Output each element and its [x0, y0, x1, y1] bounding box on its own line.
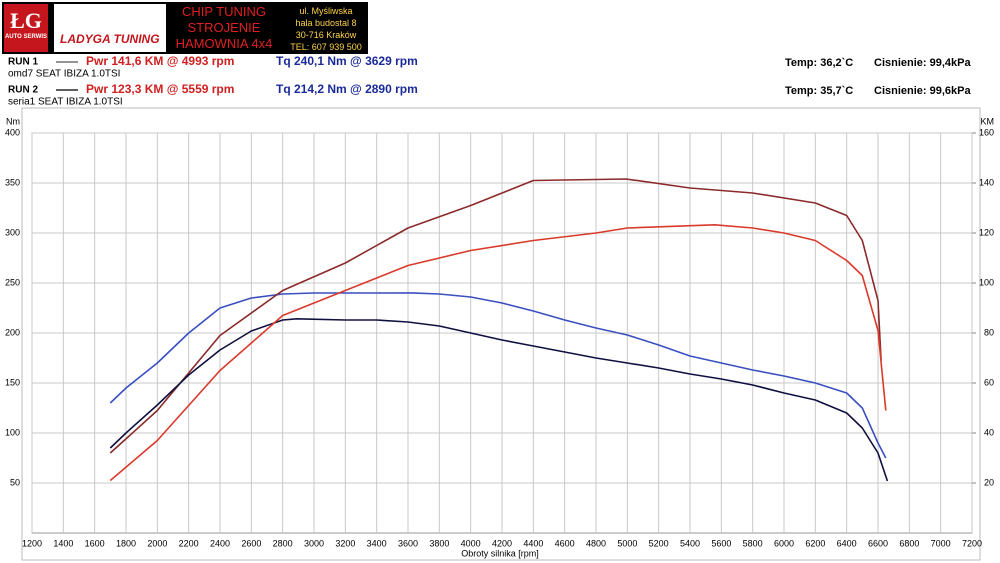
- y-tick-label: 350: [5, 177, 20, 187]
- address-line: TEL: 607 939 500: [290, 42, 362, 52]
- y2-tick-label: 80: [984, 327, 994, 337]
- y-axis-label: Nm: [6, 116, 20, 126]
- logo-initials: ŁG: [10, 8, 42, 33]
- x-tick-label: 5400: [680, 538, 700, 548]
- x-tick-label: 2400: [210, 538, 230, 548]
- y-tick-label: 150: [5, 377, 20, 387]
- x-tick-label: 3000: [304, 538, 324, 548]
- chart-frame: [21, 107, 981, 561]
- x-tick-label: 6800: [899, 538, 919, 548]
- address-line: ul. Myśliwska: [299, 6, 353, 16]
- series-line: [109, 318, 889, 482]
- y-tick-label: 50: [10, 477, 20, 487]
- x-tick-label: 4800: [586, 538, 606, 548]
- x-tick-label: 6200: [805, 538, 825, 548]
- y-tick-label: 300: [5, 227, 20, 237]
- y2-tick-label: 100: [979, 277, 994, 287]
- x-tick-label: 2200: [179, 538, 199, 548]
- x-tick-label: 6400: [837, 538, 857, 548]
- x-tick-label: 7200: [962, 538, 982, 548]
- address-line: hala budostal 8: [295, 18, 357, 28]
- x-tick-label: 4600: [555, 538, 575, 548]
- x-tick-label: 3600: [398, 538, 418, 548]
- run-temp: Temp: 35,7`C: [785, 85, 853, 97]
- logo-sub: AUTO SERWIS: [4, 34, 48, 40]
- x-tick-label: 4000: [461, 538, 481, 548]
- run-label: RUN 1: [8, 57, 38, 68]
- service: STROJENIE: [187, 20, 261, 35]
- y-tick-label: 100: [5, 427, 20, 437]
- run-pressure: Cisnienie: 99,6kPa: [874, 85, 971, 97]
- y-tick-label: 200: [5, 327, 20, 337]
- run-power: Pwr 123,3 KM @ 5559 rpm: [86, 82, 234, 96]
- x-tick-label: 2000: [147, 538, 167, 548]
- run-torque: Tq 240,1 Nm @ 3629 rpm: [276, 54, 418, 68]
- x-tick-label: 6000: [774, 538, 794, 548]
- y2-tick-label: 20: [984, 477, 994, 487]
- x-axis-label: Obroty silnika [rpm]: [461, 548, 539, 558]
- brand: LADYGA TUNING: [54, 4, 166, 52]
- run-power: Pwr 141,6 KM @ 4993 rpm: [86, 54, 234, 68]
- address-line: 30-716 Kraków: [295, 30, 357, 40]
- x-tick-label: 1400: [53, 538, 73, 548]
- x-tick-label: 5000: [617, 538, 637, 548]
- x-tick-label: 5200: [649, 538, 669, 548]
- y2-tick-label: 120: [979, 227, 994, 237]
- x-tick-label: 4400: [523, 538, 543, 548]
- x-tick-label: 2600: [241, 538, 261, 548]
- run-label: RUN 2: [8, 85, 38, 96]
- service: HAMOWNIA 4x4: [175, 36, 273, 51]
- x-tick-label: 1600: [85, 538, 105, 548]
- y2-axis-label: KM: [981, 116, 995, 126]
- run-vehicle: seria1 SEAT IBIZA 1.0TSI: [8, 97, 123, 108]
- x-tick-label: 2800: [273, 538, 293, 548]
- x-tick-label: 7000: [931, 538, 951, 548]
- y2-tick-label: 40: [984, 427, 994, 437]
- x-tick-label: 3800: [429, 538, 449, 548]
- x-tick-label: 5600: [711, 538, 731, 548]
- series-line: [109, 292, 887, 459]
- logo-badge: ŁG AUTO SERWIS: [4, 4, 48, 52]
- x-tick-label: 3200: [335, 538, 355, 548]
- y-tick-label: 400: [5, 127, 20, 137]
- run-temp: Temp: 36,2`C: [785, 57, 853, 69]
- series-line: [109, 178, 882, 454]
- x-tick-label: 6600: [868, 538, 888, 548]
- x-tick-label: 1200: [22, 538, 42, 548]
- run-vehicle: omd7 SEAT IBIZA 1.0TSI: [8, 69, 120, 80]
- y2-tick-label: 160: [979, 127, 994, 137]
- services: CHIP TUNING STROJENIE HAMOWNIA 4x4: [168, 4, 280, 52]
- run-pressure: Cisnienie: 99,4kPa: [874, 57, 971, 69]
- x-tick-label: 4200: [492, 538, 512, 548]
- y2-tick-label: 140: [979, 177, 994, 187]
- series-line: [109, 224, 887, 482]
- logo: ŁG AUTO SERWIS LADYGA TUNING CHIP TUNING…: [2, 2, 368, 54]
- address: ul. Myśliwska hala budostal 8 30-716 Kra…: [284, 5, 368, 53]
- y2-tick-label: 60: [984, 377, 994, 387]
- run-torque: Tq 214,2 Nm @ 2890 rpm: [276, 82, 418, 96]
- x-tick-label: 3400: [367, 538, 387, 548]
- y-tick-label: 250: [5, 277, 20, 287]
- service: CHIP TUNING: [181, 4, 267, 19]
- x-tick-label: 1800: [116, 538, 136, 548]
- brand-text: LADYGA TUNING: [60, 32, 160, 46]
- x-tick-label: 5800: [743, 538, 763, 548]
